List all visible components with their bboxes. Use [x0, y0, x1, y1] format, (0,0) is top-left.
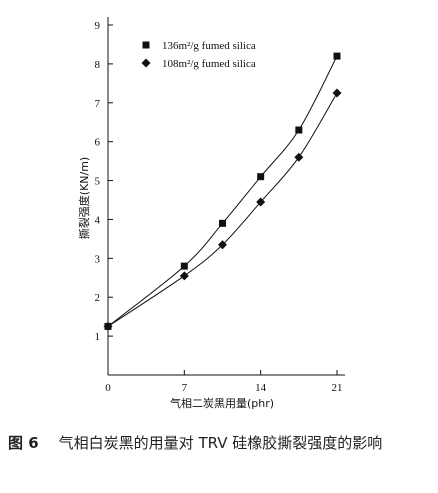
data-point-diamond	[332, 88, 342, 98]
data-point-diamond	[179, 271, 189, 281]
y-tick-label: 3	[95, 253, 101, 265]
legend: 136m²/g fumed silica 108m²/g fumed silica	[141, 40, 256, 70]
y-tick-label: 6	[95, 137, 101, 149]
axes: 1 2 3 4 5 6 7 8 9 0 7 14 21	[95, 17, 345, 394]
data-point-square	[257, 173, 265, 181]
y-tick-label: 1	[95, 331, 101, 343]
y-tick-label: 8	[95, 59, 101, 71]
x-tick-label: 21	[332, 382, 343, 394]
y-tick-label: 5	[95, 176, 101, 188]
y-tick-label: 7	[95, 98, 101, 110]
data-point-square	[295, 126, 303, 134]
series-curve	[107, 92, 338, 327]
y-tick-label: 9	[95, 20, 101, 32]
legend-marker-square	[142, 41, 150, 49]
x-tick-label: 0	[105, 382, 111, 394]
series-curve	[107, 55, 338, 327]
fit-curves	[107, 55, 338, 327]
y-tick-label: 4	[95, 214, 101, 226]
figure-caption: 图 6 气相白炭黑的用量对 TRV 硅橡胶撕裂强度的影响	[8, 432, 433, 455]
data-markers	[103, 52, 342, 331]
legend-marker-diamond	[141, 58, 151, 68]
legend-label: 108m²/g fumed silica	[162, 58, 256, 70]
data-point-diamond	[218, 240, 227, 250]
y-tick-label: 2	[95, 292, 101, 304]
data-point-diamond	[256, 197, 266, 207]
data-point-diamond	[103, 321, 113, 331]
x-tick-label: 14	[255, 382, 267, 394]
chart: 1 2 3 4 5 6 7 8 9 0 7 14 21 136m²/g fumed silica 108m…	[77, 17, 345, 410]
x-tick-label: 7	[182, 382, 188, 394]
data-point-square	[333, 52, 341, 60]
legend-label: 136m²/g fumed silica	[162, 40, 256, 52]
data-point-square	[219, 219, 226, 227]
x-axis-title: 气相二炭黑用量(phr)	[170, 396, 274, 410]
y-axis-title: 撕裂强度(KN/m)	[77, 157, 91, 239]
caption-text: 气相白炭黑的用量对 TRV 硅橡胶撕裂强度的影响	[58, 434, 383, 452]
data-point-diamond	[294, 152, 304, 162]
figure-label: 图 6	[8, 434, 39, 452]
data-point-square	[180, 262, 188, 270]
